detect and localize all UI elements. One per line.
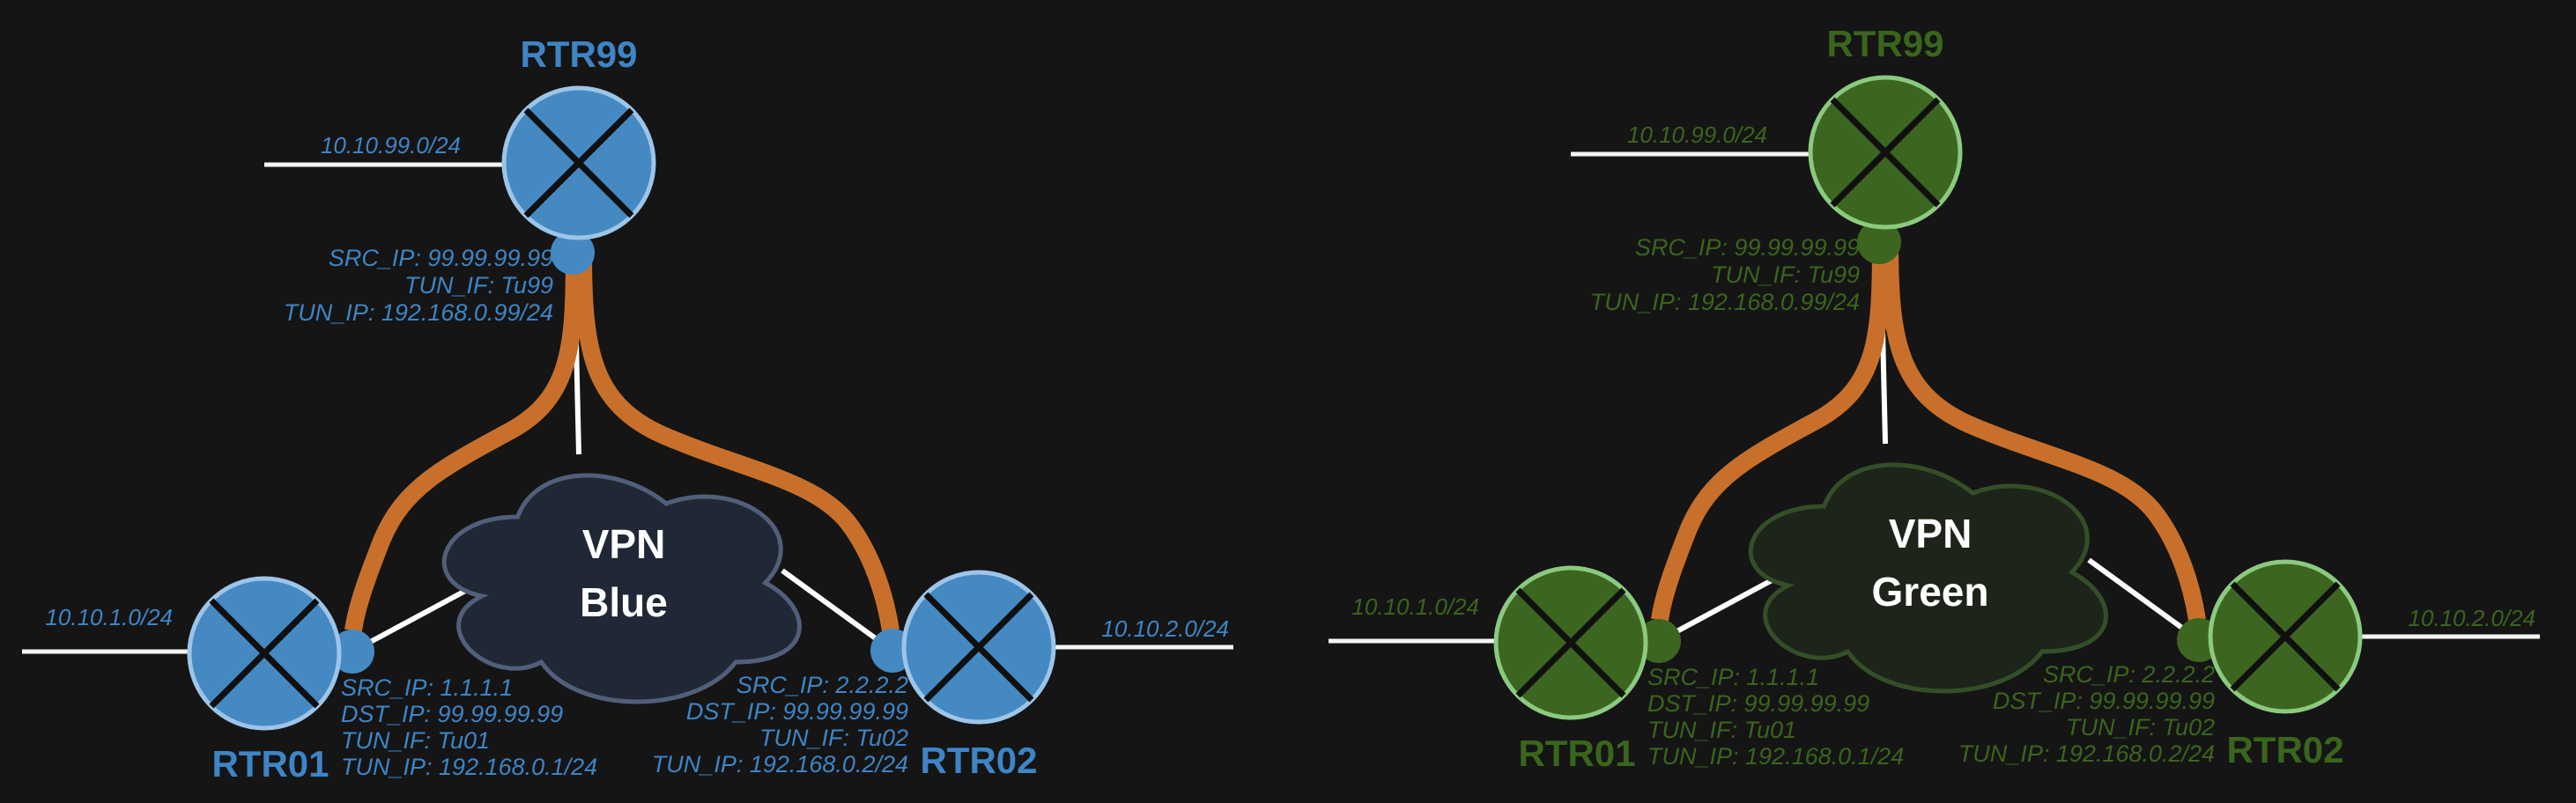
vpn-cloud[interactable]: VPN Blue bbox=[441, 473, 802, 704]
cloud-label-line2: Green bbox=[1872, 569, 1989, 615]
cloud-label-line1: VPN bbox=[582, 521, 666, 567]
lan-subnet-label: 10.10.99.0/24 bbox=[321, 132, 461, 158]
lan-subnet-label: 10.10.2.0/24 bbox=[2408, 605, 2535, 631]
left-cloud-link bbox=[1657, 570, 1788, 644]
router-port-dot bbox=[330, 630, 374, 674]
router-name-label: RTR02 bbox=[2226, 729, 2343, 770]
hub-cloud-link bbox=[1880, 330, 1888, 445]
router-x-icon bbox=[1515, 587, 1626, 698]
lan-subnet-label: 10.10.2.0/24 bbox=[1101, 615, 1229, 642]
router-port-dot bbox=[1857, 220, 1901, 264]
tunnel-info-line: TUN_IP: 192.168.0.1/24 bbox=[1647, 743, 1904, 770]
vpn-blue-diagram: VPN Blue RTR99 10.10.99.0/24 SRC_IP: 99.… bbox=[22, 33, 1233, 785]
tunnel-info-line: SRC_IP: 99.99.99.99 bbox=[329, 245, 553, 271]
left-cloud-link bbox=[351, 580, 482, 654]
tunnel-info-line: DST_IP: 99.99.99.99 bbox=[686, 698, 908, 725]
tunnel-info-line: TUN_IP: 192.168.0.2/24 bbox=[1958, 740, 2215, 767]
router-x-icon bbox=[2230, 581, 2341, 692]
router-name-label: RTR01 bbox=[1518, 733, 1635, 774]
router-node-rtr01[interactable]: RTR01 10.10.1.0/24 SRC_IP: 1.1.1.1 DST_I… bbox=[45, 576, 597, 785]
tunnel-info-line: DST_IP: 99.99.99.99 bbox=[341, 701, 563, 727]
router-node-rtr99[interactable]: RTR99 10.10.99.0/24 SRC_IP: 99.99.99.99 … bbox=[284, 33, 656, 326]
router-port-dot bbox=[1637, 619, 1681, 663]
cloud-label-line2: Blue bbox=[580, 579, 668, 625]
lan-subnet-label: 10.10.1.0/24 bbox=[45, 604, 173, 630]
tunnel-info-line: TUN_IF: Tu02 bbox=[759, 725, 908, 751]
right-cloud-link bbox=[781, 568, 894, 653]
cloud-shape[interactable] bbox=[1748, 462, 2108, 694]
router-node-rtr02[interactable]: RTR02 10.10.2.0/24 SRC_IP: 2.2.2.2 DST_I… bbox=[652, 570, 1229, 781]
tunnel-hub-to-rtr01[interactable] bbox=[1651, 242, 1890, 622]
tunnel-info-line: SRC_IP: 2.2.2.2 bbox=[2043, 661, 2215, 688]
tunnel-info-line: SRC_IP: 1.1.1.1 bbox=[341, 674, 513, 701]
router-x-icon bbox=[1830, 97, 1941, 208]
vpn-green-diagram: VPN Green RTR99 10.10.99.0/24 SRC_IP: 99… bbox=[1329, 23, 2540, 774]
tunnel-info-line: TUN_IF: Tu99 bbox=[1711, 262, 1860, 288]
tunnel-info-line: DST_IP: 99.99.99.99 bbox=[1993, 688, 2215, 714]
router-name-label: RTR99 bbox=[520, 33, 637, 75]
cloud-label-line1: VPN bbox=[1889, 511, 1973, 556]
tunnel-hub-to-rtr02[interactable] bbox=[1881, 242, 2206, 622]
router-x-icon bbox=[923, 592, 1034, 703]
router-node-rtr99[interactable]: RTR99 10.10.99.0/24 SRC_IP: 99.99.99.99 … bbox=[1590, 23, 1963, 315]
router-name-label: RTR02 bbox=[920, 740, 1037, 781]
right-cloud-link bbox=[2087, 557, 2201, 643]
router-node-rtr02[interactable]: RTR02 10.10.2.0/24 SRC_IP: 2.2.2.2 DST_I… bbox=[1958, 559, 2535, 770]
router-x-icon bbox=[523, 107, 634, 218]
tunnel-info-line: TUN_IF: Tu99 bbox=[404, 272, 553, 298]
tunnel-info-line: SRC_IP: 2.2.2.2 bbox=[737, 672, 908, 698]
router-name-label: RTR99 bbox=[1826, 23, 1943, 64]
router-x-icon bbox=[209, 598, 320, 709]
lan-subnet-label: 10.10.1.0/24 bbox=[1351, 593, 1479, 620]
router-node-rtr01[interactable]: RTR01 10.10.1.0/24 SRC_IP: 1.1.1.1 DST_I… bbox=[1351, 565, 1904, 774]
hub-cloud-link bbox=[574, 341, 581, 455]
tunnel-info-line: SRC_IP: 1.1.1.1 bbox=[1647, 664, 1819, 690]
tunnel-info-line: TUN_IF: Tu01 bbox=[341, 727, 490, 754]
tunnel-info-line: DST_IP: 99.99.99.99 bbox=[1647, 690, 1869, 717]
tunnel-hub-to-rtr02[interactable] bbox=[574, 253, 899, 632]
tunnel-info-line: TUN_IP: 192.168.0.1/24 bbox=[341, 754, 597, 780]
tunnel-info-line: TUN_IP: 192.168.0.99/24 bbox=[1590, 289, 1860, 315]
tunnel-info-line: TUN_IP: 192.168.0.2/24 bbox=[652, 751, 908, 777]
tunnel-info-line: SRC_IP: 99.99.99.99 bbox=[1635, 234, 1860, 261]
router-name-label: RTR01 bbox=[211, 743, 329, 785]
tunnel-info-line: TUN_IP: 192.168.0.99/24 bbox=[284, 299, 553, 326]
router-port-dot bbox=[551, 231, 595, 275]
tunnel-info-line: TUN_IF: Tu01 bbox=[1647, 717, 1796, 743]
lan-subnet-label: 10.10.99.0/24 bbox=[1627, 122, 1767, 148]
cloud-shape[interactable] bbox=[441, 473, 802, 704]
tunnel-hub-to-rtr01[interactable] bbox=[344, 253, 583, 632]
tunnel-info-line: TUN_IF: Tu02 bbox=[2066, 714, 2215, 740]
vpn-cloud[interactable]: VPN Green bbox=[1748, 462, 2108, 694]
